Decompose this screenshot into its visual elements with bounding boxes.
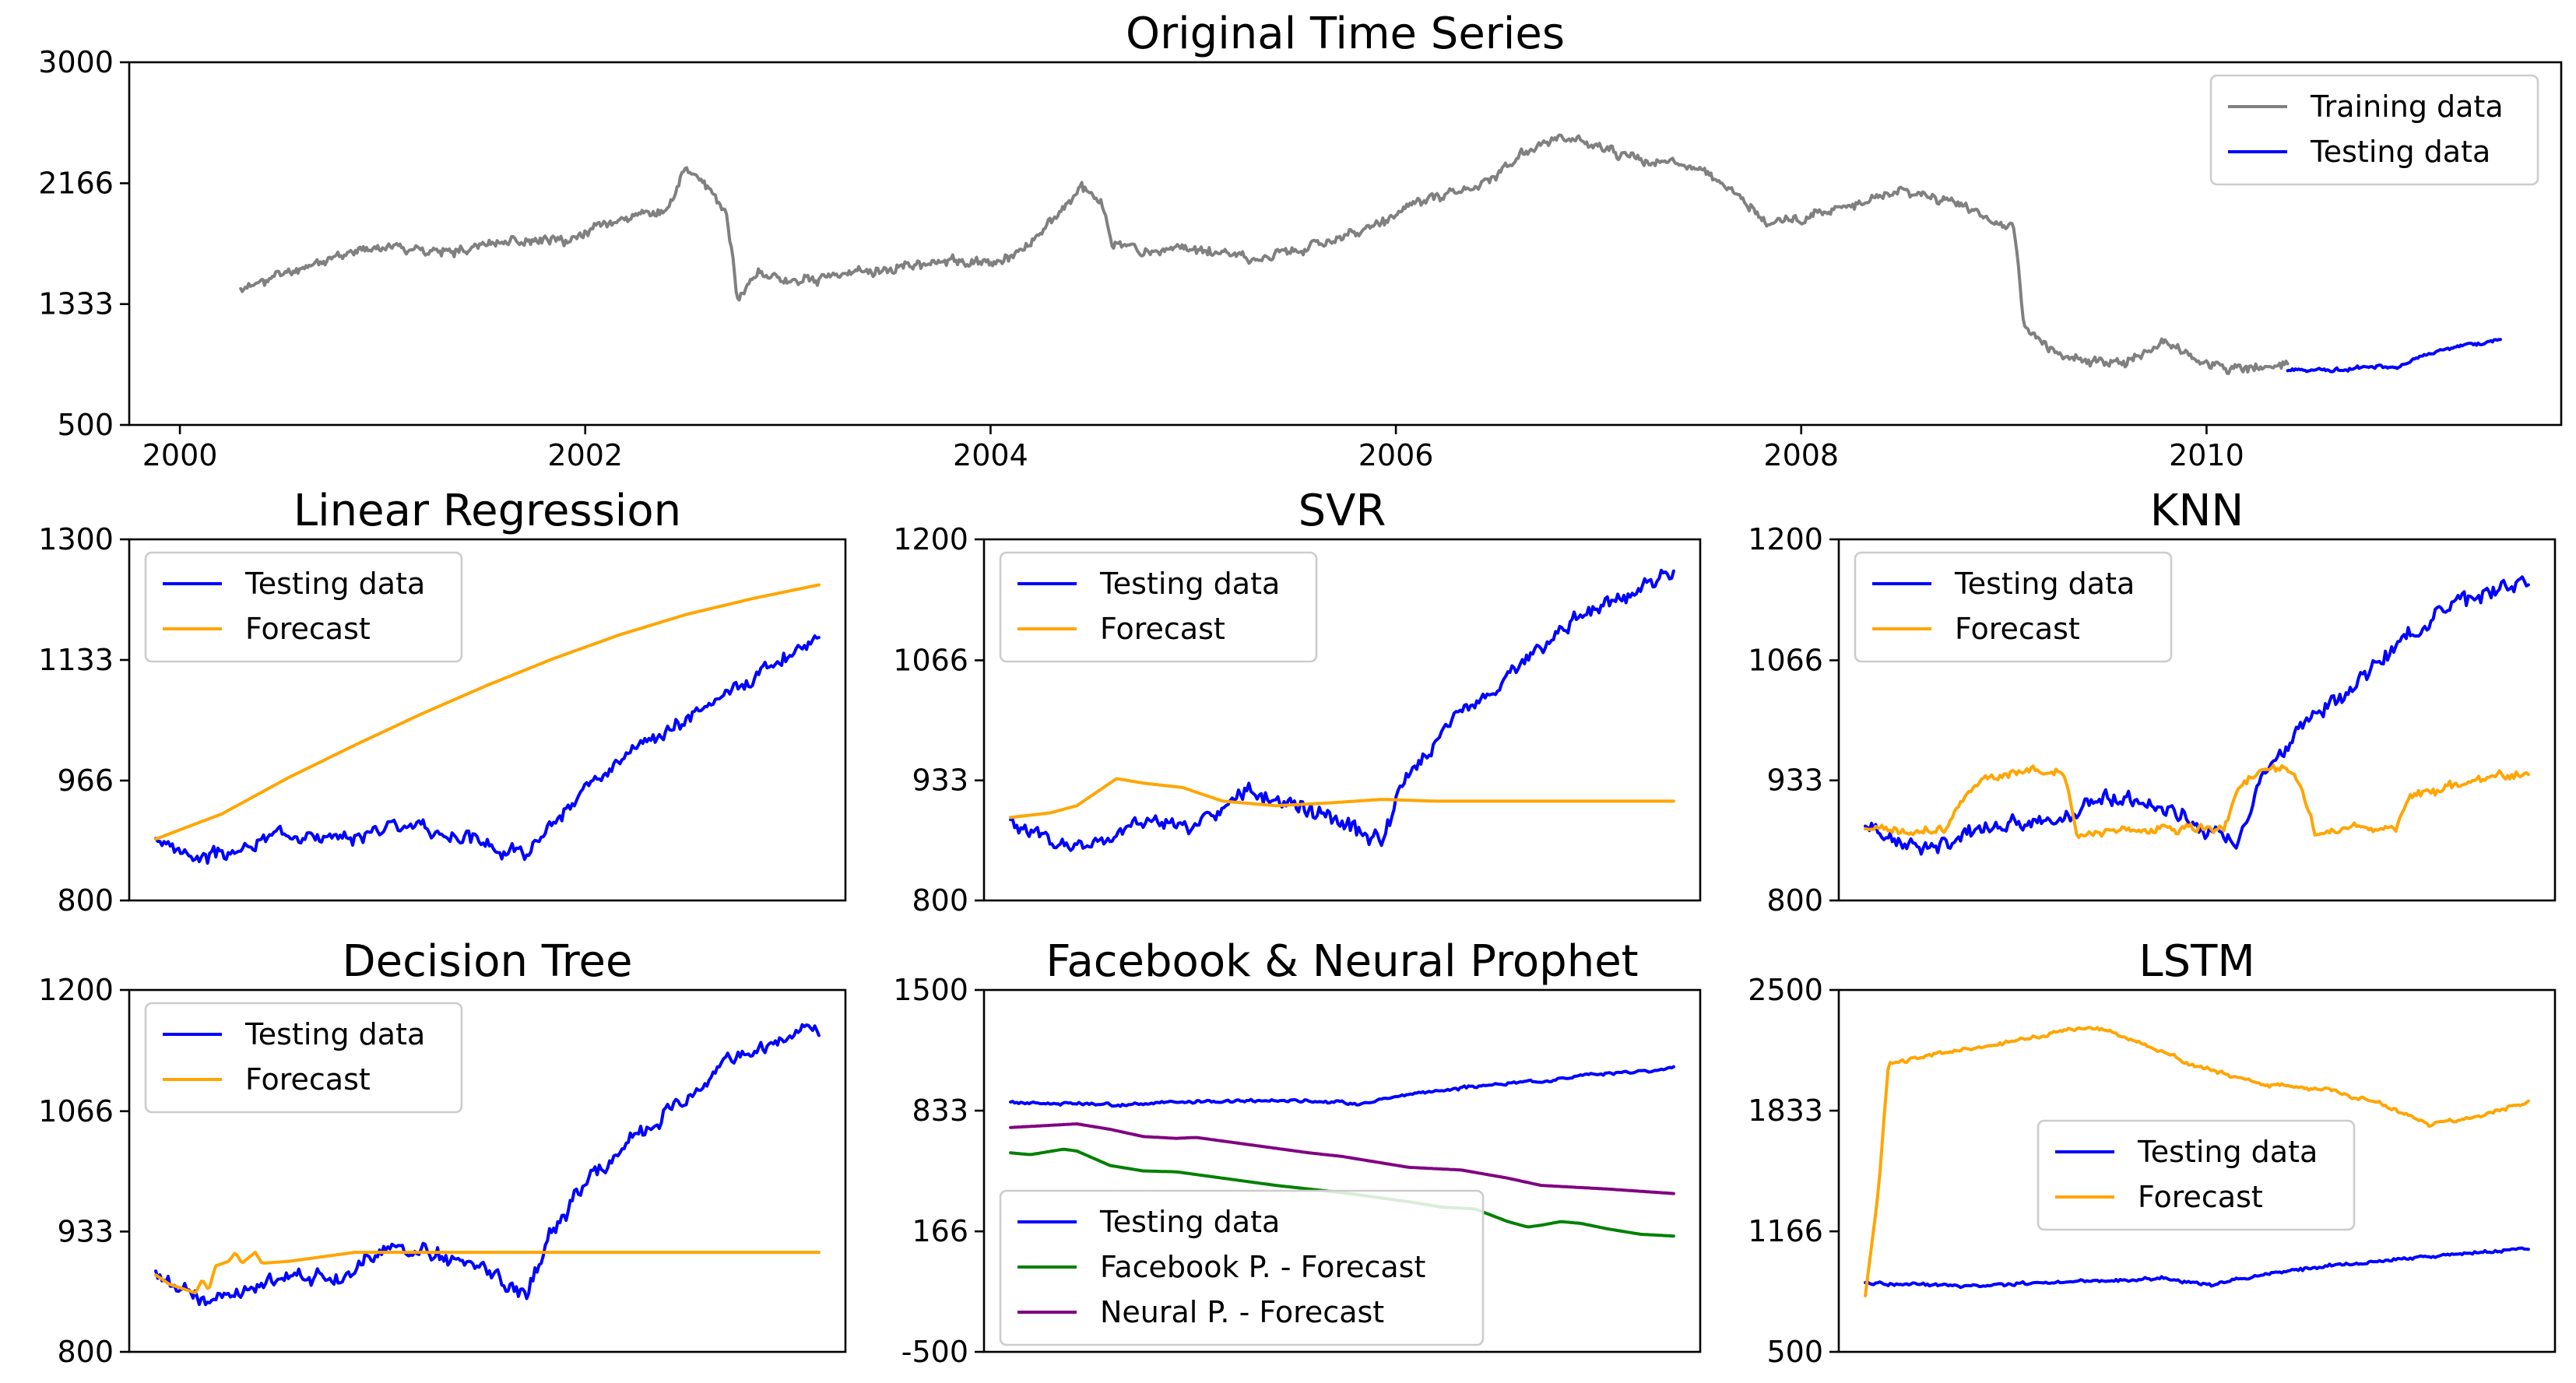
series-line-testing-data xyxy=(154,634,821,865)
legend-label: Forecast xyxy=(2138,1180,2263,1214)
y-tick-label: 800 xyxy=(1766,883,1823,918)
x-tick-label: 2002 xyxy=(547,438,623,472)
legend: Testing data Forecast xyxy=(2037,1119,2356,1231)
y-tick-label: 1166 xyxy=(1748,1214,1823,1248)
legend-box xyxy=(2037,1119,2356,1231)
series-line-neural-p-forecast xyxy=(1009,1122,1675,1195)
plot-frame xyxy=(982,538,1702,902)
chart-title: Linear Regression xyxy=(293,486,681,536)
y-tick-label: 1200 xyxy=(38,973,114,1007)
y-tick-label: 1833 xyxy=(1748,1093,1823,1128)
y-tick-label: 1300 xyxy=(38,522,114,556)
series-line-testing-data xyxy=(2286,338,2502,374)
chart-title: LSTM xyxy=(2138,936,2254,987)
legend-label: Testing data xyxy=(244,567,425,601)
chart-linear-regression: Linear Regression 800 966 1133 1300 Testing d… xyxy=(38,486,847,918)
chart-prophet: Facebook & Neural Prophet -500 166 833 1500 T… xyxy=(893,936,1702,1369)
chart-svr: SVR 800 933 1066 1200 Testing data Forecast xyxy=(893,486,1702,918)
chart-title: SVR xyxy=(1299,486,1386,536)
y-tick-label: 966 xyxy=(57,763,114,798)
x-tick-label: 2010 xyxy=(2169,438,2244,472)
series-line-testing-data xyxy=(154,1023,821,1307)
y-tick-label: 1500 xyxy=(893,973,968,1007)
y-tick-label: 1066 xyxy=(1748,643,1823,677)
legend: Testing data Forecast xyxy=(1854,551,2173,663)
series-line-forecast xyxy=(1009,777,1675,820)
series-line-testing-data xyxy=(1009,568,1675,852)
legend-label: Neural P. - Forecast xyxy=(1100,1295,1384,1329)
legend-box xyxy=(999,551,1318,663)
plot-frame xyxy=(128,538,847,902)
legend-box xyxy=(1854,551,2173,663)
legend: Testing data Facebook P. - Forecast Neural… xyxy=(999,1189,1485,1346)
legend-label: Forecast xyxy=(245,1062,371,1097)
series-line-forecast xyxy=(1864,763,2530,840)
y-tick-label: 933 xyxy=(57,1214,114,1248)
y-tick-label: 1200 xyxy=(1748,522,1823,556)
y-tick-label: 1333 xyxy=(38,287,114,321)
plot-frame xyxy=(128,988,847,1353)
y-tick-label: 1133 xyxy=(38,643,114,677)
y-tick-label: 933 xyxy=(1766,763,1823,798)
y-tick-label: 833 xyxy=(912,1093,968,1128)
y-tick-label: 500 xyxy=(1766,1335,1823,1369)
legend-label: Testing data xyxy=(2137,1135,2318,1169)
x-tick-label: 2006 xyxy=(1358,438,1434,472)
y-tick-label: 800 xyxy=(57,1335,114,1369)
y-tick-label: 933 xyxy=(912,763,968,798)
legend-label: Training data xyxy=(2310,90,2504,124)
legend-label: Testing data xyxy=(1099,567,1280,601)
x-tick-label: 2000 xyxy=(142,438,218,472)
y-tick-label: 1066 xyxy=(893,643,968,677)
series-line-forecast xyxy=(1864,1026,2530,1297)
series-line-forecast xyxy=(154,1251,821,1295)
legend: Testing data Forecast xyxy=(144,1002,463,1114)
chart-title: Original Time Series xyxy=(1126,9,1565,59)
y-tick-label: 2500 xyxy=(1748,973,1823,1007)
legend-label: Facebook P. - Forecast xyxy=(1100,1250,1425,1284)
x-tick-label: 2004 xyxy=(953,438,1028,472)
legend-box xyxy=(2209,74,2539,186)
y-tick-label: 2166 xyxy=(38,166,114,200)
legend-box xyxy=(144,1002,463,1114)
legend-label: Forecast xyxy=(1100,612,1225,646)
y-tick-label: 500 xyxy=(57,408,114,442)
legend-label: Testing data xyxy=(1954,567,2135,601)
y-tick-label: 800 xyxy=(912,883,968,918)
series-line-forecast xyxy=(154,583,821,841)
y-tick-label: 1066 xyxy=(38,1094,114,1129)
legend: Testing data Forecast xyxy=(999,551,1318,663)
plot-frame xyxy=(982,988,1702,1353)
series-line-testing-data xyxy=(1864,575,2530,856)
legend: Testing data Forecast xyxy=(144,551,463,663)
chart-title: Decision Tree xyxy=(343,936,633,987)
series-line-testing-data xyxy=(1009,1065,1675,1108)
series-line-training-data xyxy=(239,133,2290,375)
plot-frame xyxy=(1837,538,2557,902)
y-tick-label: 1200 xyxy=(893,522,968,556)
y-tick-label: -500 xyxy=(901,1335,968,1369)
chart-knn: KNN 800 933 1066 1200 Testing data Forecast xyxy=(1748,486,2557,918)
legend-box xyxy=(999,1189,1485,1346)
legend-label: Testing data xyxy=(244,1017,425,1051)
x-tick-label: 2008 xyxy=(1763,438,1839,472)
y-tick-label: 800 xyxy=(57,883,114,918)
chart-title: Facebook & Neural Prophet xyxy=(1046,936,1638,987)
chart-original: Original Time Series 500 1333 2166 3000 2000 2… xyxy=(38,9,2563,472)
chart-title: KNN xyxy=(2150,486,2244,536)
legend: Training data Testing data xyxy=(2209,74,2539,186)
legend-label: Forecast xyxy=(245,612,371,646)
y-tick-label: 3000 xyxy=(38,45,114,79)
legend-label: Testing data xyxy=(1099,1205,1280,1239)
legend-label: Testing data xyxy=(2310,135,2490,169)
chart-decision-tree: Decision Tree 800 933 1066 1200 Testing data F… xyxy=(38,936,847,1369)
plot-frame xyxy=(128,61,2563,426)
y-tick-label: 166 xyxy=(912,1214,968,1248)
legend-label: Forecast xyxy=(1955,612,2080,646)
series-line-testing-data xyxy=(1864,1246,2530,1290)
chart-lstm: LSTM 500 1166 1833 2500 Testing data Forecast xyxy=(1748,936,2557,1369)
legend-box xyxy=(144,551,463,663)
plot-frame xyxy=(1837,988,2557,1353)
